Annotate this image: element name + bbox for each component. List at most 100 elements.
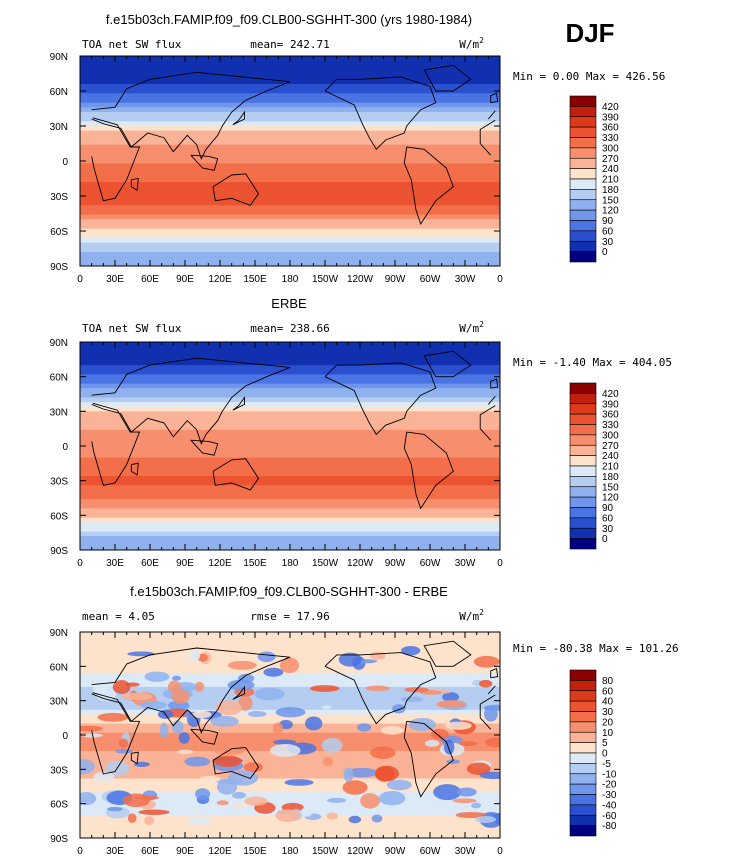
- field-band: [80, 121, 500, 127]
- colorbar-label: 330: [602, 133, 619, 144]
- colorbar-label: 80: [602, 676, 614, 687]
- field-anomaly: [92, 683, 107, 695]
- field-band: [80, 773, 500, 780]
- x-tick-label: 180: [282, 274, 299, 285]
- field-band: [80, 682, 500, 688]
- field-band: [80, 439, 500, 445]
- field-anomaly: [430, 728, 449, 740]
- map-axes: 0 30E 60E 90E 120E 150E 180 150W 120W 90W 60W 30W 09…: [50, 52, 504, 285]
- x-tick-label: 60W: [420, 274, 441, 285]
- field-anomaly: [227, 660, 257, 670]
- colorbar-swatch: [569, 814, 597, 826]
- field-band: [80, 214, 500, 220]
- field-band: [80, 355, 500, 362]
- colorbar-swatch: [569, 444, 597, 456]
- x-tick-label: 60E: [141, 846, 159, 857]
- field-band: [80, 402, 500, 408]
- coastline: [91, 402, 496, 486]
- colorbar-label: -20: [602, 780, 617, 791]
- y-tick-label: 0: [62, 731, 68, 742]
- colorbar-swatch: [569, 538, 597, 550]
- field-anomaly: [408, 717, 436, 731]
- map-field: [80, 632, 500, 838]
- field-band: [80, 691, 500, 697]
- panel-title: f.e15b03ch.FAMIP.f09_f09.CLB00-SGHHT-300…: [106, 12, 472, 27]
- field-anomaly: [374, 765, 395, 782]
- field-band: [80, 503, 500, 509]
- field-band: [80, 219, 500, 225]
- field-band: [80, 819, 500, 825]
- y-tick-label: 90S: [50, 546, 68, 557]
- x-tick-label: 30W: [455, 274, 476, 285]
- colorbar-label: 420: [602, 102, 619, 113]
- field-anomaly: [479, 771, 500, 780]
- field-anomaly: [215, 748, 245, 755]
- colorbar-swatch: [569, 168, 597, 180]
- units-label: W/m2: [459, 320, 484, 335]
- field-band: [80, 116, 500, 122]
- field-anomaly: [280, 657, 300, 674]
- coastline: [403, 431, 454, 510]
- y-tick-label: 90N: [50, 338, 68, 349]
- colorbar-label: 30: [602, 237, 614, 248]
- field-anomaly: [216, 779, 238, 795]
- field-anomaly: [80, 725, 103, 732]
- field-band: [80, 107, 500, 113]
- field-band: [80, 499, 500, 505]
- field-band: [80, 172, 500, 178]
- field-anomaly: [186, 816, 212, 825]
- x-tick-label: 0: [497, 274, 503, 285]
- colorbar-swatch: [569, 393, 597, 405]
- panel-title: f.e15b03ch.FAMIP.f09_f09.CLB00-SGHHT-300…: [130, 584, 448, 599]
- colorbar-swatch: [569, 413, 597, 425]
- map-field: [80, 342, 500, 550]
- y-tick-label: 90S: [50, 262, 68, 273]
- colorbar-label: 20: [602, 717, 614, 728]
- x-tick-label: 120W: [347, 274, 374, 285]
- field-anomaly: [127, 813, 137, 824]
- field-anomaly: [210, 715, 239, 727]
- field-band: [80, 476, 500, 482]
- field-band: [80, 228, 500, 234]
- colorbar-label: 270: [602, 441, 619, 452]
- field-band: [80, 471, 500, 477]
- colorbar-swatch: [569, 783, 597, 795]
- minmax-label: Min = -80.38 Max = 101.26: [513, 642, 679, 655]
- field-band: [80, 494, 500, 500]
- field-band: [80, 374, 500, 380]
- colorbar-swatch: [569, 742, 597, 754]
- y-tick-label: 60N: [50, 373, 68, 384]
- field-band: [80, 126, 500, 132]
- field-band: [80, 252, 500, 258]
- colorbar-label: 60: [602, 513, 614, 524]
- x-tick-label: 90W: [385, 274, 406, 285]
- field-anomaly: [466, 762, 491, 775]
- colorbar-swatch: [569, 137, 597, 149]
- colorbar-swatch: [569, 403, 597, 415]
- colorbar-label: 150: [602, 482, 619, 493]
- field-band: [80, 411, 500, 417]
- coastline: [190, 439, 219, 456]
- y-tick-label: 60S: [50, 800, 68, 811]
- field-band: [80, 406, 500, 412]
- x-tick-label: 30E: [106, 274, 124, 285]
- colorbar-label: 5: [602, 738, 608, 749]
- colorbar-label: 390: [602, 399, 619, 410]
- field-band: [80, 70, 500, 76]
- field-band: [80, 130, 500, 136]
- field-band: [80, 144, 500, 150]
- field-band: [80, 508, 500, 514]
- field-band: [80, 154, 500, 160]
- colorbar-swatch: [569, 382, 597, 394]
- field-anomaly: [120, 692, 152, 701]
- field-anomaly: [301, 806, 313, 817]
- colorbar-label: 180: [602, 472, 619, 483]
- x-tick-label: 90W: [385, 558, 406, 569]
- field-anomaly: [305, 716, 323, 731]
- colorbar-swatch: [569, 476, 597, 488]
- coastline: [190, 728, 219, 745]
- field-anomaly: [456, 787, 477, 797]
